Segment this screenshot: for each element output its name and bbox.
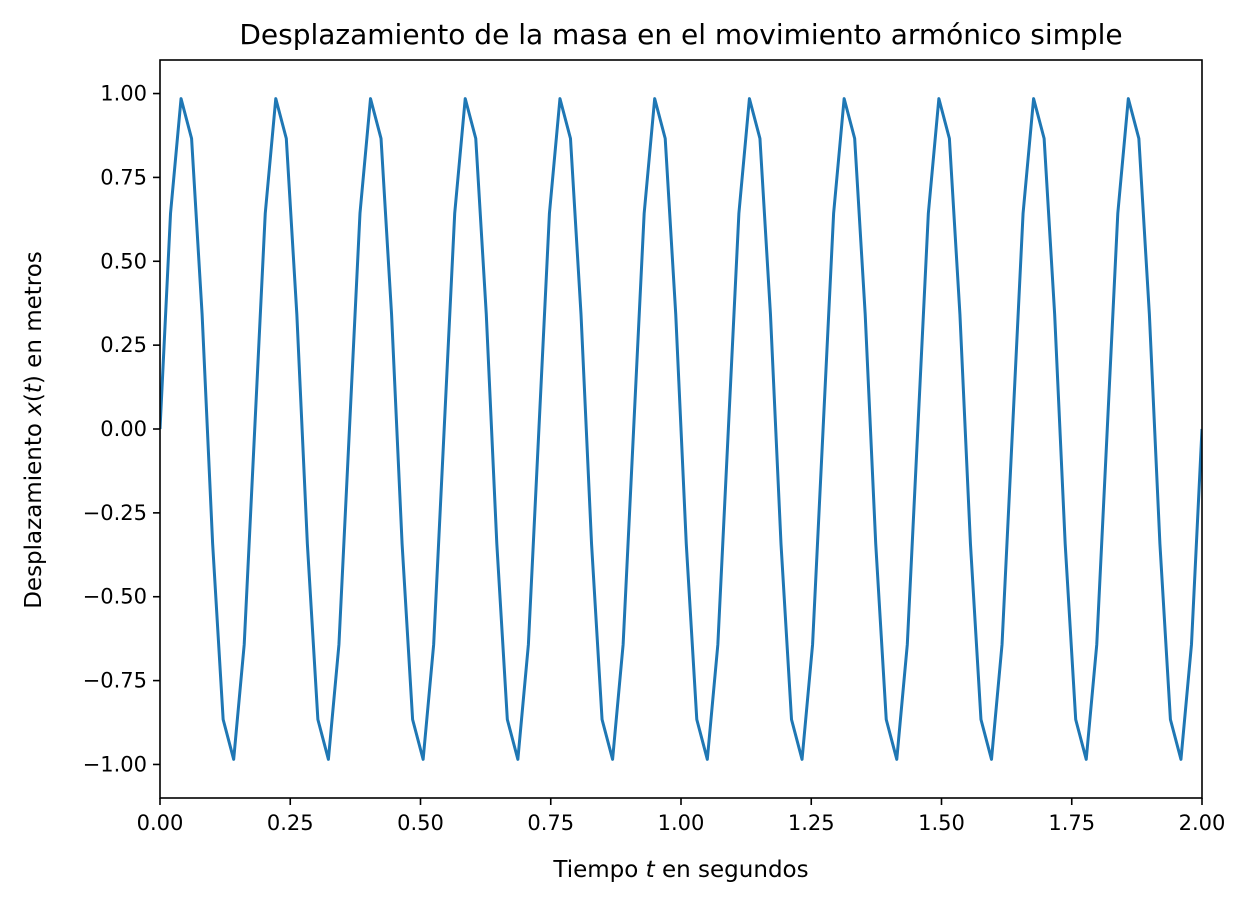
series-line-0 <box>160 97 1202 761</box>
x-tick-label: 0.75 <box>527 811 574 835</box>
y-tick-label: −0.75 <box>83 669 147 693</box>
x-tick-label: 0.00 <box>137 811 184 835</box>
chart-title: Desplazamiento de la masa en el movimien… <box>239 18 1122 51</box>
x-tick-label: 1.00 <box>658 811 705 835</box>
y-tick-label: 0.00 <box>100 417 147 441</box>
y-axis-ticks: 1.00 0.75 0.50 0.25 0.00 −0.25 −0.50 −0.75 −1.00 <box>83 82 160 776</box>
x-tick-label: 1.50 <box>918 811 965 835</box>
x-tick-label: 2.00 <box>1179 811 1226 835</box>
y-tick-label: 0.75 <box>100 165 147 189</box>
y-tick-label: 0.50 <box>100 249 147 273</box>
x-axis-label: Tiempo t en segundos <box>552 857 808 883</box>
x-tick-label: 0.50 <box>397 811 444 835</box>
y-tick-label: −0.50 <box>83 585 147 609</box>
plot-area <box>159 59 1203 799</box>
y-tick-label: 0.25 <box>100 333 147 357</box>
x-tick-label: 1.75 <box>1048 811 1095 835</box>
x-axis-ticks: 0.00 0.25 0.50 0.75 1.00 1.25 1.50 1.75 2.00 <box>137 798 1226 835</box>
y-tick-label: −1.00 <box>83 752 147 776</box>
x-tick-label: 0.25 <box>267 811 314 835</box>
y-tick-label: 1.00 <box>100 82 147 106</box>
y-tick-label: −0.25 <box>83 501 147 525</box>
y-axis-label: Desplazamiento x(t) en metros <box>21 251 47 609</box>
x-tick-label: 1.25 <box>788 811 835 835</box>
